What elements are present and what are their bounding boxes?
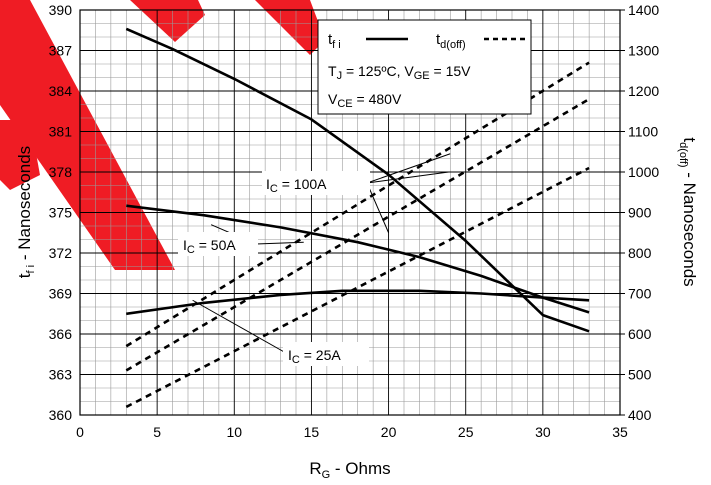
x-tick-label: 35 — [612, 424, 628, 440]
y-right-tick-label: 600 — [628, 326, 652, 342]
y-right-tick-label: 1100 — [628, 124, 658, 140]
legend-tfi-label: tf i — [328, 31, 341, 51]
ic50-label: IC = 50A — [183, 237, 236, 256]
y-left-tick-label: 369 — [49, 286, 73, 302]
y-left-tick-label: 378 — [49, 164, 73, 180]
x-tick-label: 15 — [304, 424, 320, 440]
legend-box — [317, 19, 532, 115]
watermark-graphic — [0, 0, 325, 270]
y-right-tick-label: 1000 — [628, 164, 659, 180]
ic100-label: IC = 100A — [266, 176, 327, 195]
x-tick-label: 25 — [458, 424, 474, 440]
series-line-5 — [125, 97, 590, 372]
y-right-axis-title: td(off) - Nanoseconds — [677, 137, 699, 286]
callout-leader-line — [366, 171, 449, 184]
y-right-tick-label: 700 — [628, 286, 652, 302]
series-line-3 — [126, 289, 590, 316]
y-right-tick-label: 500 — [628, 367, 652, 383]
y-left-tick-label: 381 — [49, 124, 73, 140]
ic100-label-bg — [262, 171, 370, 195]
y-right-tick-label: 1300 — [628, 43, 659, 59]
y-right-tick-label: 400 — [628, 407, 652, 423]
x-tick-labels: 0 5 10 15 20 25 30 35 — [76, 424, 628, 440]
ic25-label-bg — [283, 342, 369, 366]
ic50-label-bg — [178, 232, 258, 256]
x-tick-label: 10 — [226, 424, 242, 440]
y-left-tick-label: 366 — [49, 326, 73, 342]
y-left-tick-labels: 360 363 366 369 372 375 378 381 384 387 390 — [49, 2, 73, 423]
callout-leader-line — [366, 153, 451, 184]
y-right-tick-label: 900 — [628, 205, 652, 221]
callout-leader-line — [255, 241, 304, 245]
x-tick-label: 20 — [381, 424, 397, 440]
legend-tdoff-label: td(off) — [436, 31, 466, 51]
x-tick-label: 5 — [153, 424, 161, 440]
y-left-tick-label: 372 — [49, 245, 73, 261]
x-tick-label: 0 — [76, 424, 84, 440]
legend: tf i td(off) TJ = 125ºC, VGE = 15V VCE =… — [317, 19, 532, 115]
callout-leader-lines — [192, 153, 451, 354]
series-line-1 — [125, 27, 590, 333]
y-left-tick-label: 360 — [49, 407, 73, 423]
legend-condition-line2: VCE = 480V — [328, 91, 402, 110]
y-left-tick-label: 384 — [49, 83, 73, 99]
series-line-6 — [125, 166, 590, 409]
y-right-tick-label: 1200 — [628, 83, 659, 99]
x-tick-label: 30 — [535, 424, 551, 440]
y-right-tick-label: 1400 — [628, 2, 659, 18]
legend-condition-line1: TJ = 125ºC, VGE = 15V — [328, 63, 471, 82]
y-right-tick-labels: 400 500 600 700 800 900 1000 1100 1200 1300 1400 — [620, 2, 659, 423]
callout-leader-line — [366, 182, 390, 233]
y-left-axis-title: tf i - Nanoseconds — [15, 146, 37, 278]
y-left-tick-label: 390 — [49, 2, 73, 18]
y-left-tick-label: 375 — [49, 205, 73, 221]
series-line-2 — [126, 204, 590, 314]
callout-leader-line — [192, 299, 287, 354]
y-left-tick-label: 363 — [49, 367, 73, 383]
x-axis-title: RG - Ohms — [309, 459, 390, 481]
y-left-tick-label: 387 — [49, 43, 73, 59]
y-right-tick-label: 800 — [628, 245, 652, 261]
ic25-label: IC = 25A — [288, 347, 341, 366]
